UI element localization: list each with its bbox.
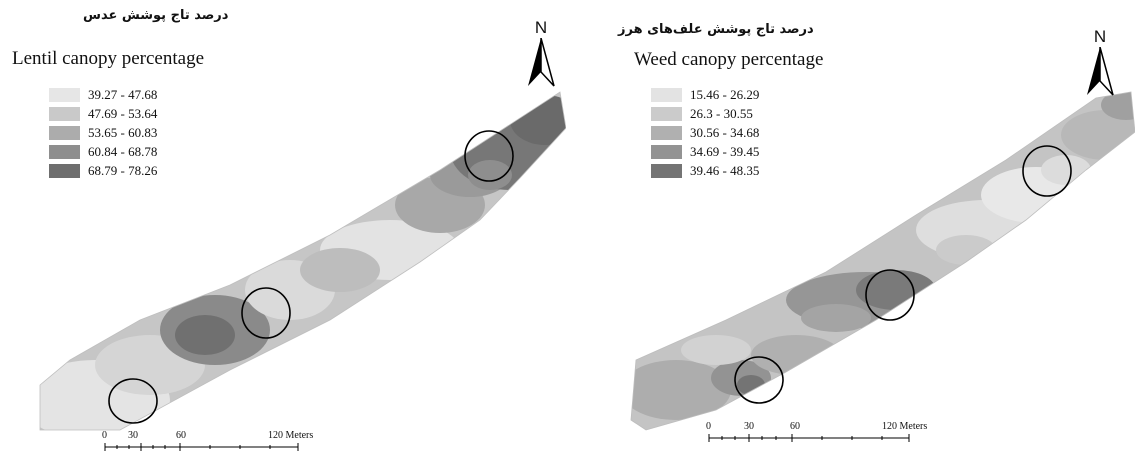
legend-swatch [651, 144, 682, 159]
legend-item: 30.56 - 34.68 [651, 123, 759, 142]
scale-label-120: 120 Meters [882, 421, 928, 432]
map-title: Lentil canopy percentage [12, 48, 205, 69]
legend-label: 53.65 - 60.83 [88, 124, 158, 140]
legend-label: 47.69 - 53.64 [88, 105, 158, 121]
legend-swatch [49, 163, 80, 178]
sample-circle [1022, 145, 1072, 197]
legend-swatch [651, 87, 682, 102]
sample-circle [464, 130, 514, 182]
legend-label: 26.3 - 30.55 [690, 105, 753, 121]
sample-circle [241, 287, 291, 339]
lentil-canopy-map [39, 91, 566, 431]
scale-label-0: 0 [102, 430, 107, 441]
scale-label-0: 0 [706, 421, 711, 432]
legend-swatch [49, 87, 80, 102]
legend-swatch [49, 125, 80, 140]
legend-label: 68.79 - 78.26 [88, 162, 158, 178]
legend: 39.27 - 47.68 47.69 - 53.64 53.65 - 60.8… [49, 85, 157, 180]
legend-swatch [49, 144, 80, 159]
legend-item: 39.27 - 47.68 [49, 85, 157, 104]
north-label: N [534, 18, 548, 37]
legend-swatch [651, 163, 682, 178]
legend-swatch [651, 125, 682, 140]
legend-item: 39.46 - 48.35 [651, 161, 759, 180]
scale-label-60: 60 [176, 430, 186, 441]
legend-item: 34.69 - 39.45 [651, 142, 759, 161]
weed-map-panel: درصد تاج پوشش علف‌های هرز Weed canopy pe… [566, 0, 1135, 453]
scale-bar: 0 30 60 120 Meters [100, 430, 330, 452]
legend-item: 53.65 - 60.83 [49, 123, 157, 142]
legend-item: 15.46 - 26.29 [651, 85, 759, 104]
scale-bar-line [104, 443, 299, 451]
lentil-map-panel: درصد تاج پوشش عدس Lentil canopy percenta… [0, 0, 566, 453]
scale-label-120: 120 Meters [268, 430, 314, 441]
north-arrow-icon: N [521, 18, 561, 88]
sample-circle [865, 269, 915, 321]
north-arrow-glyph [1087, 47, 1114, 96]
legend-label: 39.27 - 47.68 [88, 86, 158, 102]
legend-item: 26.3 - 30.55 [651, 104, 759, 123]
legend-item: 60.84 - 68.78 [49, 142, 157, 161]
north-arrow-glyph [528, 38, 555, 87]
legend-item: 47.69 - 53.64 [49, 104, 157, 123]
map-title-persian: درصد تاج پوشش عدس [83, 8, 229, 23]
legend-swatch [49, 106, 80, 121]
map-title: Weed canopy percentage [634, 49, 824, 70]
legend: 15.46 - 26.29 26.3 - 30.55 30.56 - 34.68… [651, 85, 759, 180]
legend-swatch [651, 106, 682, 121]
scale-label-60: 60 [790, 421, 800, 432]
legend-label: 60.84 - 68.78 [88, 143, 158, 159]
legend-label: 15.46 - 26.29 [690, 86, 760, 102]
north-arrow-icon: N [1080, 27, 1120, 97]
scale-bar-line [708, 434, 910, 442]
scale-bar: 0 30 60 120 Meters [704, 421, 944, 443]
legend-label: 30.56 - 34.68 [690, 124, 760, 140]
weed-canopy-map [630, 91, 1135, 431]
map-title-persian: درصد تاج پوشش علف‌های هرز [618, 22, 814, 37]
scale-label-30: 30 [128, 430, 138, 441]
scale-label-30: 30 [744, 421, 754, 432]
legend-item: 68.79 - 78.26 [49, 161, 157, 180]
legend-label: 34.69 - 39.45 [690, 143, 760, 159]
north-label: N [1093, 27, 1107, 46]
sample-circle [734, 356, 784, 404]
legend-label: 39.46 - 48.35 [690, 162, 760, 178]
sample-circle [108, 378, 158, 424]
